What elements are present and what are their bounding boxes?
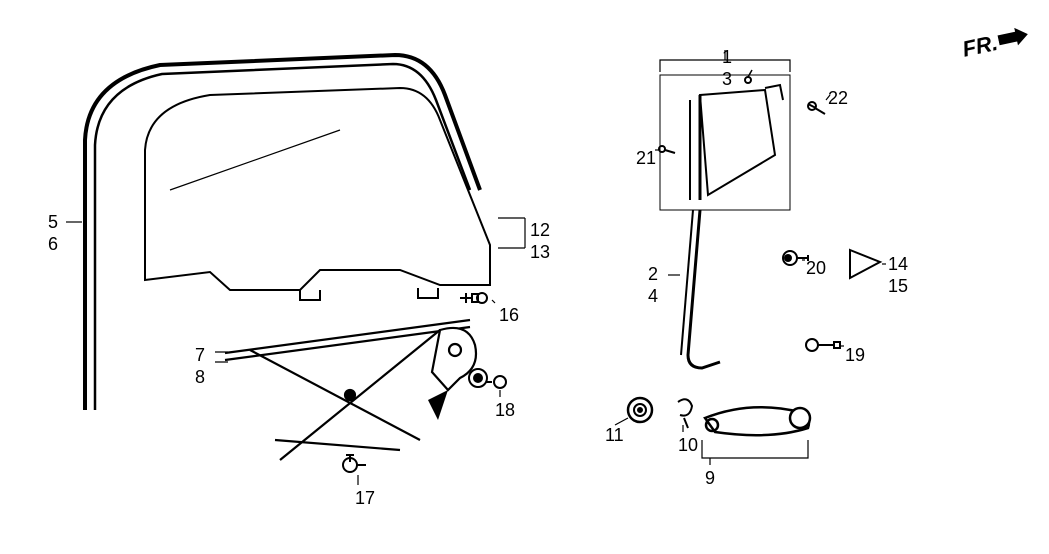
callout-2: 2 xyxy=(648,264,658,285)
callout-1: 1 xyxy=(722,47,732,68)
callout-13: 13 xyxy=(530,242,550,263)
callout-20: 20 xyxy=(806,258,826,279)
parts-diagram: FR. xyxy=(0,0,1049,554)
callout-14: 14 xyxy=(888,254,908,275)
callout-19: 19 xyxy=(845,345,865,366)
callout-10: 10 xyxy=(678,435,698,456)
callout-6: 6 xyxy=(48,234,58,255)
callout-21: 21 xyxy=(636,148,656,169)
callout-9: 9 xyxy=(705,468,715,489)
callout-15: 15 xyxy=(888,276,908,297)
callout-3: 3 xyxy=(722,69,732,90)
callout-7: 7 xyxy=(195,345,205,366)
callout-4: 4 xyxy=(648,286,658,307)
callout-5: 5 xyxy=(48,212,58,233)
callout-8: 8 xyxy=(195,367,205,388)
callout-11: 11 xyxy=(605,425,624,446)
callout-18: 18 xyxy=(495,400,515,421)
callout-12: 12 xyxy=(530,220,550,241)
callout-16: 16 xyxy=(499,305,519,326)
callout-17: 17 xyxy=(355,488,375,509)
callout-22: 22 xyxy=(828,88,848,109)
